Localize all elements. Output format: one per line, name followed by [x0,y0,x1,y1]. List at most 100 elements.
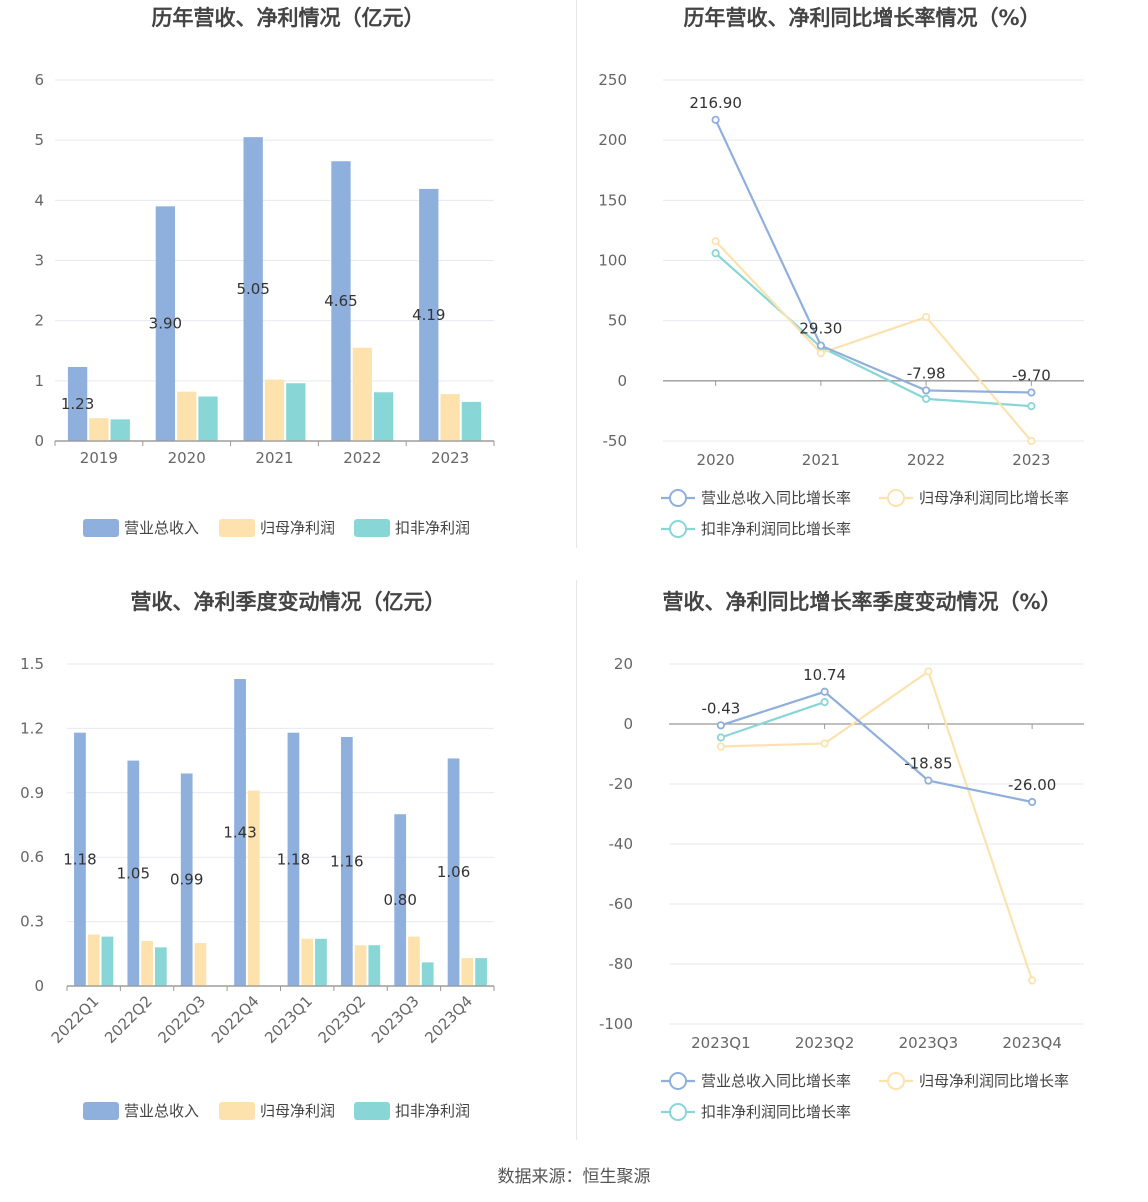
bar [74,732,86,986]
x-tick-label: 2022Q3 [154,992,209,1047]
y-tick-label: 3 [34,252,44,270]
bar [264,379,285,441]
legend-marker [887,1072,905,1090]
legend-label: 归母净利润 [260,519,335,537]
legend-marker [669,489,687,507]
legend-marker [887,489,905,507]
y-tick-label: 0.6 [20,848,44,866]
y-tick-label: -50 [603,432,628,450]
bar [301,938,314,986]
bar [475,958,487,986]
bar [340,736,353,986]
point-value-label: -9.70 [1012,367,1051,385]
bar [421,962,434,986]
x-tick-label: 2023Q4 [421,992,476,1047]
legend-label: 营业总收入 [124,1102,199,1120]
series-point [816,349,825,358]
series-point [1027,402,1036,411]
legend-label: 归母净利润 [260,1102,335,1120]
legend-label: 营业总收入 [124,519,199,537]
bar [194,943,207,986]
x-tick-label: 2023Q4 [1002,1034,1062,1052]
panel-divider-bottom [576,580,577,1140]
chart-quarterly-revenue-profit: 营收、净利季度变动情况（亿元） 0 0.3 0.6 0.9 1.2 1.5 2022Q1 20… [0,584,576,1144]
bar [368,945,381,986]
point-value-label: -0.43 [701,699,740,717]
bar [419,188,439,441]
y-tick-label: 2 [34,312,44,330]
y-tick-label: 5 [34,131,44,149]
series-point [716,733,725,742]
legend-marker [669,1072,687,1090]
bar [141,940,153,986]
series-point [820,698,829,707]
bar [243,137,263,442]
y-tick-label: 0.3 [20,913,44,931]
series-point [711,237,720,246]
bar [67,366,88,441]
y-tick-label: 1.2 [20,719,44,737]
bar-value-label: 1.18 [277,850,310,868]
bar [155,206,176,441]
x-tick-label: 2023Q1 [261,992,316,1047]
series-line [720,669,1034,981]
y-tick-label: 0.9 [20,784,44,802]
chart-svg: 0 0.3 0.6 0.9 1.2 1.5 2022Q12022Q22022Q32022Q4… [20,655,495,1120]
series-point [1028,797,1037,807]
bar [247,790,260,986]
y-tick-label: -80 [609,955,634,973]
legend-swatch [219,519,255,537]
series-point [924,776,933,785]
y-tick-label: 50 [608,312,627,330]
series-line [720,690,1033,804]
x-tick-label: 2019 [80,449,118,467]
legend-swatch [354,1102,390,1120]
legend-label: 扣非净利润同比增长率 [701,520,851,538]
point-value-label: -18.85 [904,755,952,773]
chart-svg: 0 1 2 3 4 5 6 2019 2020 2021 2022 2023 1.23 3.90 5.05 4… [34,71,495,537]
bar-value-label: 5.05 [236,280,269,298]
y-tick-label: 0 [617,372,627,390]
bar [154,947,167,986]
x-tick-label: 2023Q3 [899,1034,959,1052]
bar-value-label: 1.23 [61,395,94,413]
bar-value-label: 4.19 [412,306,445,324]
point-value-label: 29.30 [799,320,842,338]
series-point [1028,976,1037,985]
bar [101,936,114,986]
legend-label: 归母净利润同比增长率 [919,489,1069,507]
bar [408,936,420,986]
bar-value-label: 1.18 [63,850,96,868]
y-tick-label: 250 [598,71,627,89]
bar [352,347,372,441]
chart-title: 历年营收、净利同比增长率情况（%） [683,6,1041,30]
series-line [720,701,825,739]
x-tick-label: 2021 [255,449,293,467]
bar [127,760,140,986]
bar [180,773,193,986]
bar-value-label: 0.99 [170,871,203,889]
series-point [711,249,720,258]
bar-value-label: 1.16 [330,852,363,870]
legend-label: 扣非净利润同比增长率 [701,1103,851,1121]
series-point [716,721,725,730]
bar-value-label: 0.80 [383,891,416,909]
y-tick-label: -20 [609,775,634,793]
x-tick-label: 2023 [1012,451,1050,469]
x-tick-label: 2022 [343,449,381,467]
legend-swatch [83,519,119,537]
x-tick-label: 2021 [802,451,840,469]
series-point [1027,388,1036,397]
legend-label: 归母净利润同比增长率 [919,1072,1069,1090]
point-value-label: 10.74 [803,666,846,684]
y-tick-label: -40 [609,835,634,853]
x-tick-label: 2022Q1 [48,992,103,1047]
legend-swatch [83,1102,119,1120]
legend-swatch [219,1102,255,1120]
y-tick-label: 6 [34,71,44,89]
chart-annual-revenue-profit: 历年营收、净利情况（亿元） 0 1 2 3 4 5 6 2019 2020 2021 2022 202… [0,0,576,560]
legend-marker [669,520,687,538]
panel-divider-top [576,0,577,548]
legend-label: 营业总收入同比增长率 [701,1072,851,1090]
y-tick-label: 20 [614,655,633,673]
